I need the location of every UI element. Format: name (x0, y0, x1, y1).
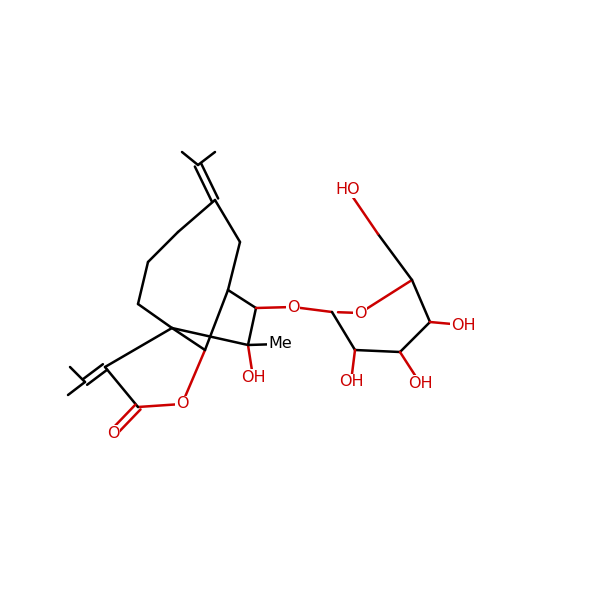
Text: O: O (287, 299, 299, 314)
Text: O: O (176, 397, 188, 412)
Text: OH: OH (407, 376, 433, 391)
Text: O: O (354, 305, 366, 320)
Text: OH: OH (338, 374, 364, 389)
Text: OH: OH (451, 317, 475, 332)
Text: HO: HO (335, 182, 361, 197)
Text: OH: OH (241, 370, 265, 385)
Text: O: O (107, 425, 119, 440)
Text: Me: Me (268, 337, 292, 352)
